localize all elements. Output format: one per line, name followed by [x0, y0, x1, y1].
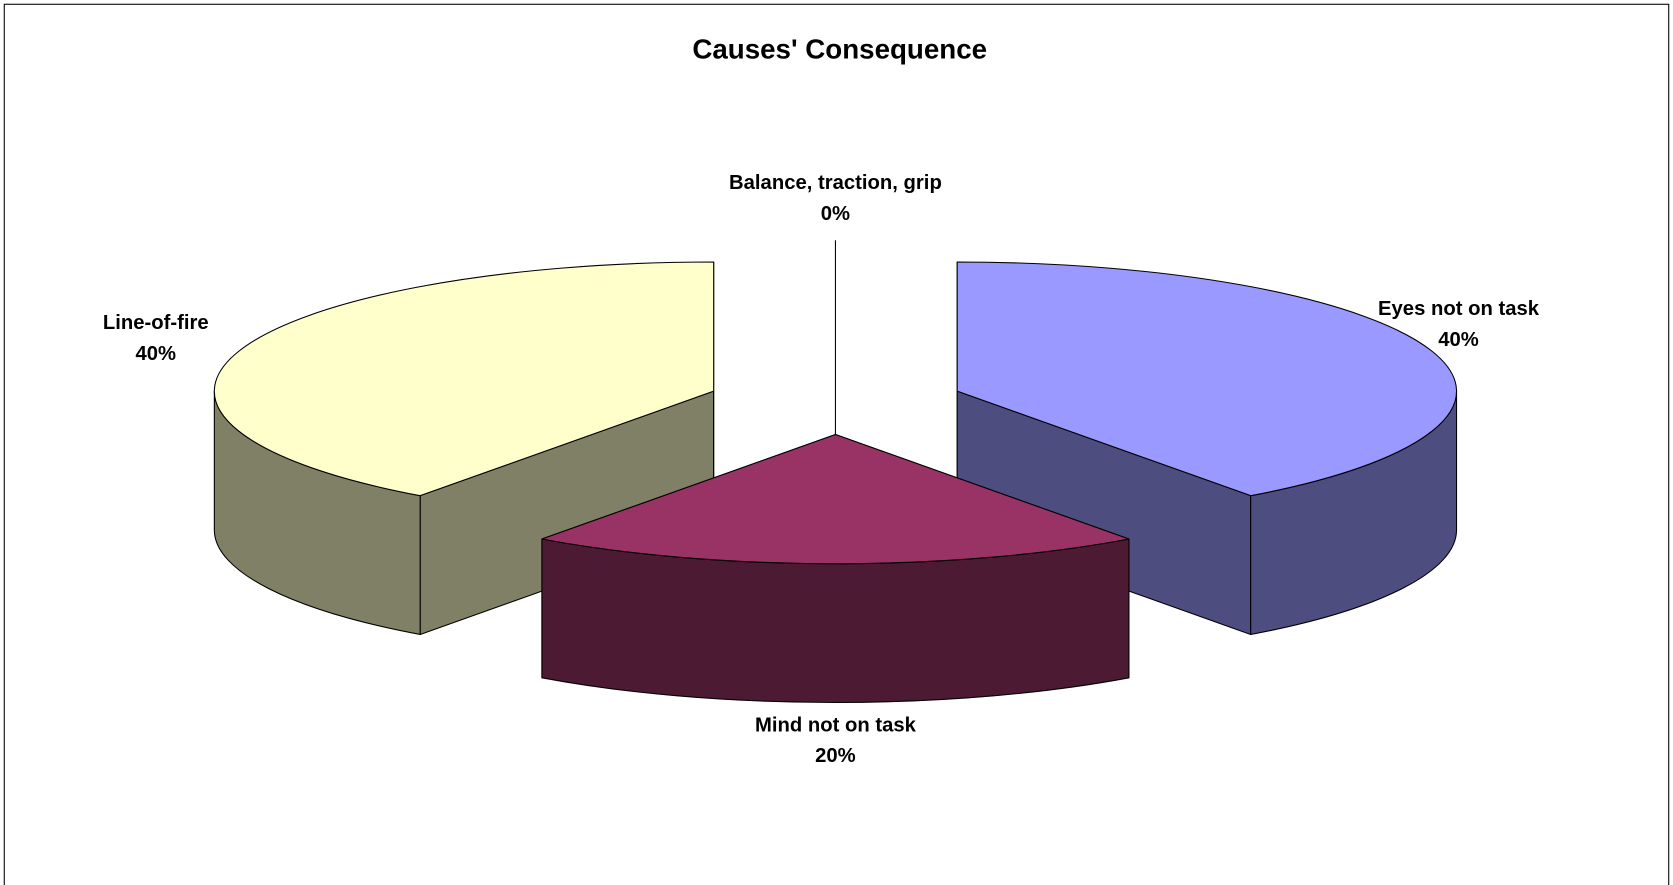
slice-label: Line-of-fire	[103, 312, 209, 334]
slice-value-label: 40%	[1438, 329, 1479, 351]
chart-title: Causes' Consequence	[692, 34, 987, 65]
slice-label: Mind not on task	[755, 714, 917, 736]
slice-label: Balance, traction, grip	[729, 172, 942, 194]
slice-value-label: 0%	[821, 203, 850, 225]
slice-value-label: 40%	[136, 343, 177, 365]
slice-top	[541, 433, 1130, 565]
slice-value-label: 20%	[815, 745, 856, 767]
slice-top	[213, 261, 715, 497]
slice-top	[956, 261, 1457, 497]
slice-label: Eyes not on task	[1378, 298, 1540, 320]
